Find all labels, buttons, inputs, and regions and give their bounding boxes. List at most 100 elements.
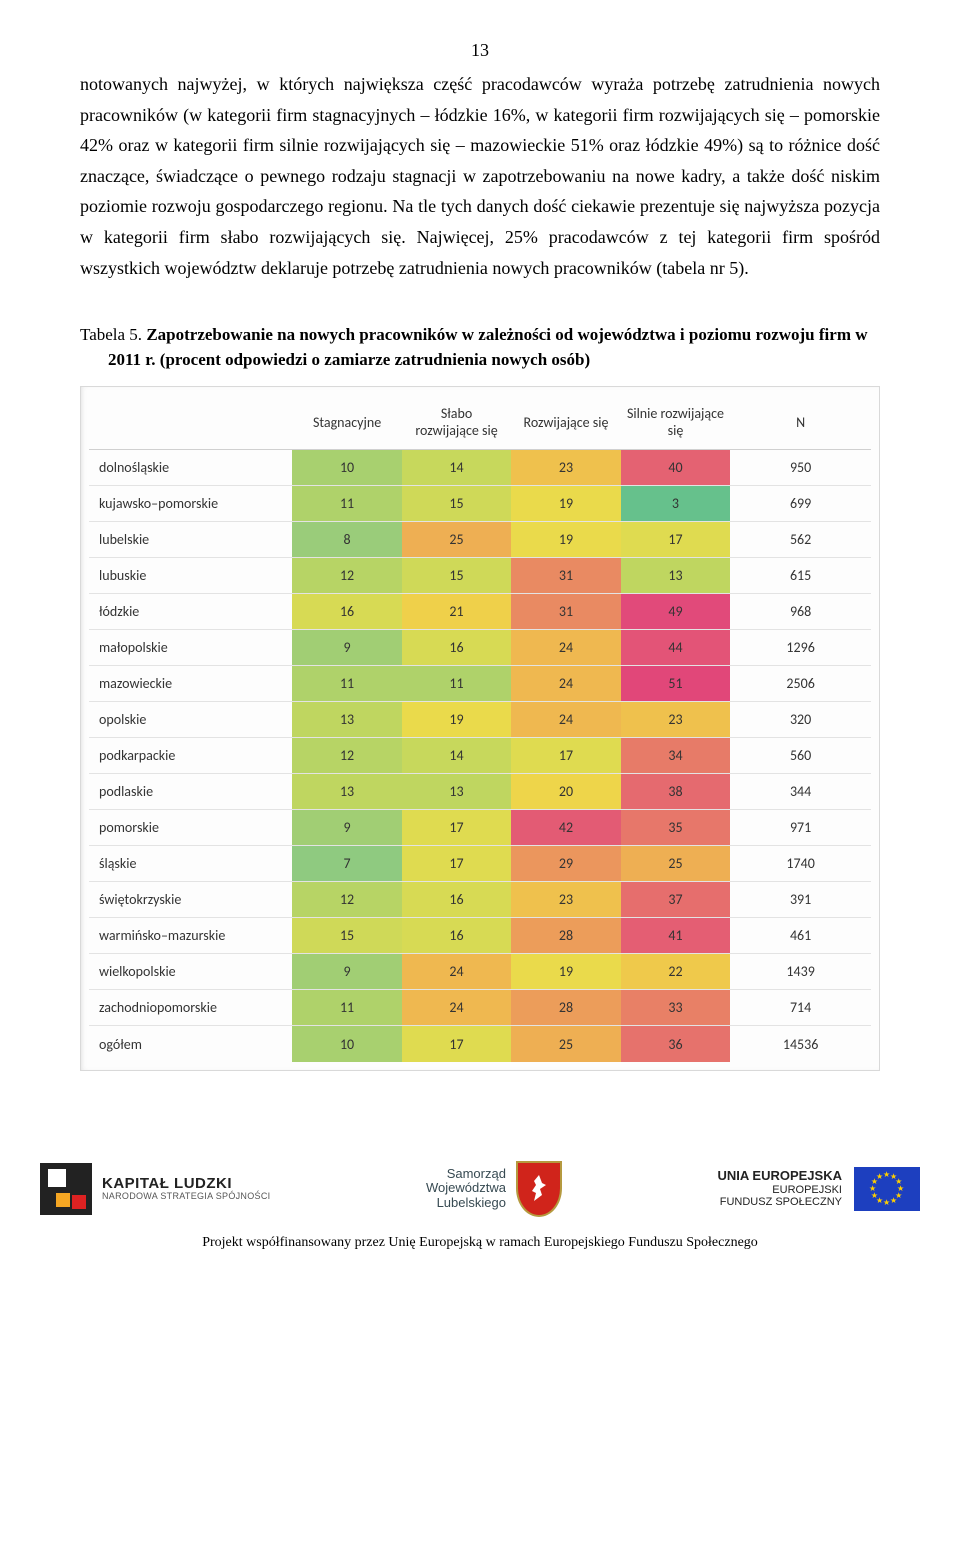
value-cell: 15 — [402, 558, 511, 594]
table-row: podlaskie13132038344 — [89, 774, 871, 810]
shield-icon — [516, 1161, 562, 1217]
value-cell: 15 — [402, 486, 511, 522]
value-cell: 7 — [292, 846, 401, 882]
value-cell: 36 — [621, 1026, 730, 1062]
value-cell: 17 — [511, 738, 620, 774]
logo-row: KAPITAŁ LUDZKI NARODOWA STRATEGIA SPÓJNO… — [40, 1161, 920, 1217]
table-row: łódzkie16213149968 — [89, 594, 871, 630]
logo-eu: UNIA EUROPEJSKA EUROPEJSKI FUNDUSZ SPOŁE… — [718, 1167, 920, 1211]
logo-kapital-ludzki: KAPITAŁ LUDZKI NARODOWA STRATEGIA SPÓJNO… — [40, 1163, 270, 1215]
n-cell: 714 — [730, 990, 871, 1026]
n-cell: 1296 — [730, 630, 871, 666]
value-cell: 16 — [292, 594, 401, 630]
value-cell: 44 — [621, 630, 730, 666]
table-row: kujawsko–pomorskie1115193699 — [89, 486, 871, 522]
value-cell: 24 — [402, 954, 511, 990]
table-caption-subtitle: (procent odpowiedzi o zamiarze zatrudnie… — [160, 350, 590, 369]
table-row: opolskie13192423320 — [89, 702, 871, 738]
n-cell: 562 — [730, 522, 871, 558]
value-cell: 13 — [621, 558, 730, 594]
data-table-container: StagnacyjneSłabo rozwijające sięRozwijaj… — [80, 386, 880, 1071]
value-cell: 14 — [402, 450, 511, 486]
region-cell: mazowieckie — [89, 666, 292, 702]
region-cell: lubelskie — [89, 522, 292, 558]
value-cell: 25 — [402, 522, 511, 558]
value-cell: 13 — [292, 774, 401, 810]
value-cell: 10 — [292, 1026, 401, 1062]
value-cell: 51 — [621, 666, 730, 702]
n-cell: 320 — [730, 702, 871, 738]
value-cell: 17 — [402, 810, 511, 846]
table-row: lubelskie8251917562 — [89, 522, 871, 558]
table-header-cell: N — [730, 395, 871, 450]
table-body: dolnośląskie10142340950kujawsko–pomorski… — [89, 450, 871, 1062]
value-cell: 9 — [292, 630, 401, 666]
value-cell: 15 — [292, 918, 401, 954]
value-cell: 23 — [621, 702, 730, 738]
n-cell: 391 — [730, 882, 871, 918]
value-cell: 19 — [511, 954, 620, 990]
value-cell: 17 — [402, 846, 511, 882]
table-row: ogółem1017253614536 — [89, 1026, 871, 1062]
table-row: śląskie71729251740 — [89, 846, 871, 882]
samorzad-line3: Lubelskiego — [426, 1196, 506, 1211]
value-cell: 23 — [511, 882, 620, 918]
eu-line3: FUNDUSZ SPOŁECZNY — [718, 1196, 842, 1209]
value-cell: 25 — [621, 846, 730, 882]
value-cell: 31 — [511, 558, 620, 594]
value-cell: 37 — [621, 882, 730, 918]
region-cell: podlaskie — [89, 774, 292, 810]
value-cell: 16 — [402, 630, 511, 666]
region-cell: lubuskie — [89, 558, 292, 594]
region-cell: małopolskie — [89, 630, 292, 666]
value-cell: 19 — [511, 522, 620, 558]
value-cell: 24 — [511, 630, 620, 666]
value-cell: 34 — [621, 738, 730, 774]
data-table: StagnacyjneSłabo rozwijające sięRozwijaj… — [89, 395, 871, 1062]
value-cell: 21 — [402, 594, 511, 630]
table-row: pomorskie9174235971 — [89, 810, 871, 846]
samorzad-line1: Samorząd — [426, 1167, 506, 1182]
value-cell: 19 — [511, 486, 620, 522]
kapital-line1: KAPITAŁ LUDZKI — [102, 1176, 270, 1192]
value-cell: 41 — [621, 918, 730, 954]
region-cell: podkarpackie — [89, 738, 292, 774]
region-cell: warmińsko–mazurskie — [89, 918, 292, 954]
region-cell: świętokrzyskie — [89, 882, 292, 918]
value-cell: 11 — [292, 486, 401, 522]
value-cell: 8 — [292, 522, 401, 558]
value-cell: 42 — [511, 810, 620, 846]
table-header-cell: Rozwijające się — [511, 395, 620, 450]
value-cell: 9 — [292, 954, 401, 990]
region-cell: dolnośląskie — [89, 450, 292, 486]
value-cell: 14 — [402, 738, 511, 774]
logo-samorzad: Samorząd Województwa Lubelskiego — [426, 1161, 562, 1217]
n-cell: 1439 — [730, 954, 871, 990]
n-cell: 699 — [730, 486, 871, 522]
value-cell: 23 — [511, 450, 620, 486]
value-cell: 40 — [621, 450, 730, 486]
body-paragraph: notowanych najwyżej, w których największ… — [80, 69, 880, 283]
region-cell: ogółem — [89, 1026, 292, 1062]
n-cell: 615 — [730, 558, 871, 594]
value-cell: 16 — [402, 918, 511, 954]
value-cell: 28 — [511, 918, 620, 954]
region-cell: pomorskie — [89, 810, 292, 846]
table-header-cell: Silnie rozwijające się — [621, 395, 730, 450]
eu-flag-icon: ★★★★★★★★★★★★ — [854, 1167, 920, 1211]
value-cell: 22 — [621, 954, 730, 990]
table-row: lubuskie12153113615 — [89, 558, 871, 594]
region-cell: kujawsko–pomorskie — [89, 486, 292, 522]
footer-funding-line: Projekt współfinansowany przez Unię Euro… — [40, 1235, 920, 1251]
table-row: świętokrzyskie12162337391 — [89, 882, 871, 918]
value-cell: 17 — [402, 1026, 511, 1062]
value-cell: 16 — [402, 882, 511, 918]
n-cell: 560 — [730, 738, 871, 774]
eu-line2: EUROPEJSKI — [718, 1184, 842, 1197]
kapital-icon — [40, 1163, 92, 1215]
n-cell: 968 — [730, 594, 871, 630]
value-cell: 19 — [402, 702, 511, 738]
page-footer: KAPITAŁ LUDZKI NARODOWA STRATEGIA SPÓJNO… — [0, 1161, 960, 1271]
value-cell: 10 — [292, 450, 401, 486]
n-cell: 2506 — [730, 666, 871, 702]
